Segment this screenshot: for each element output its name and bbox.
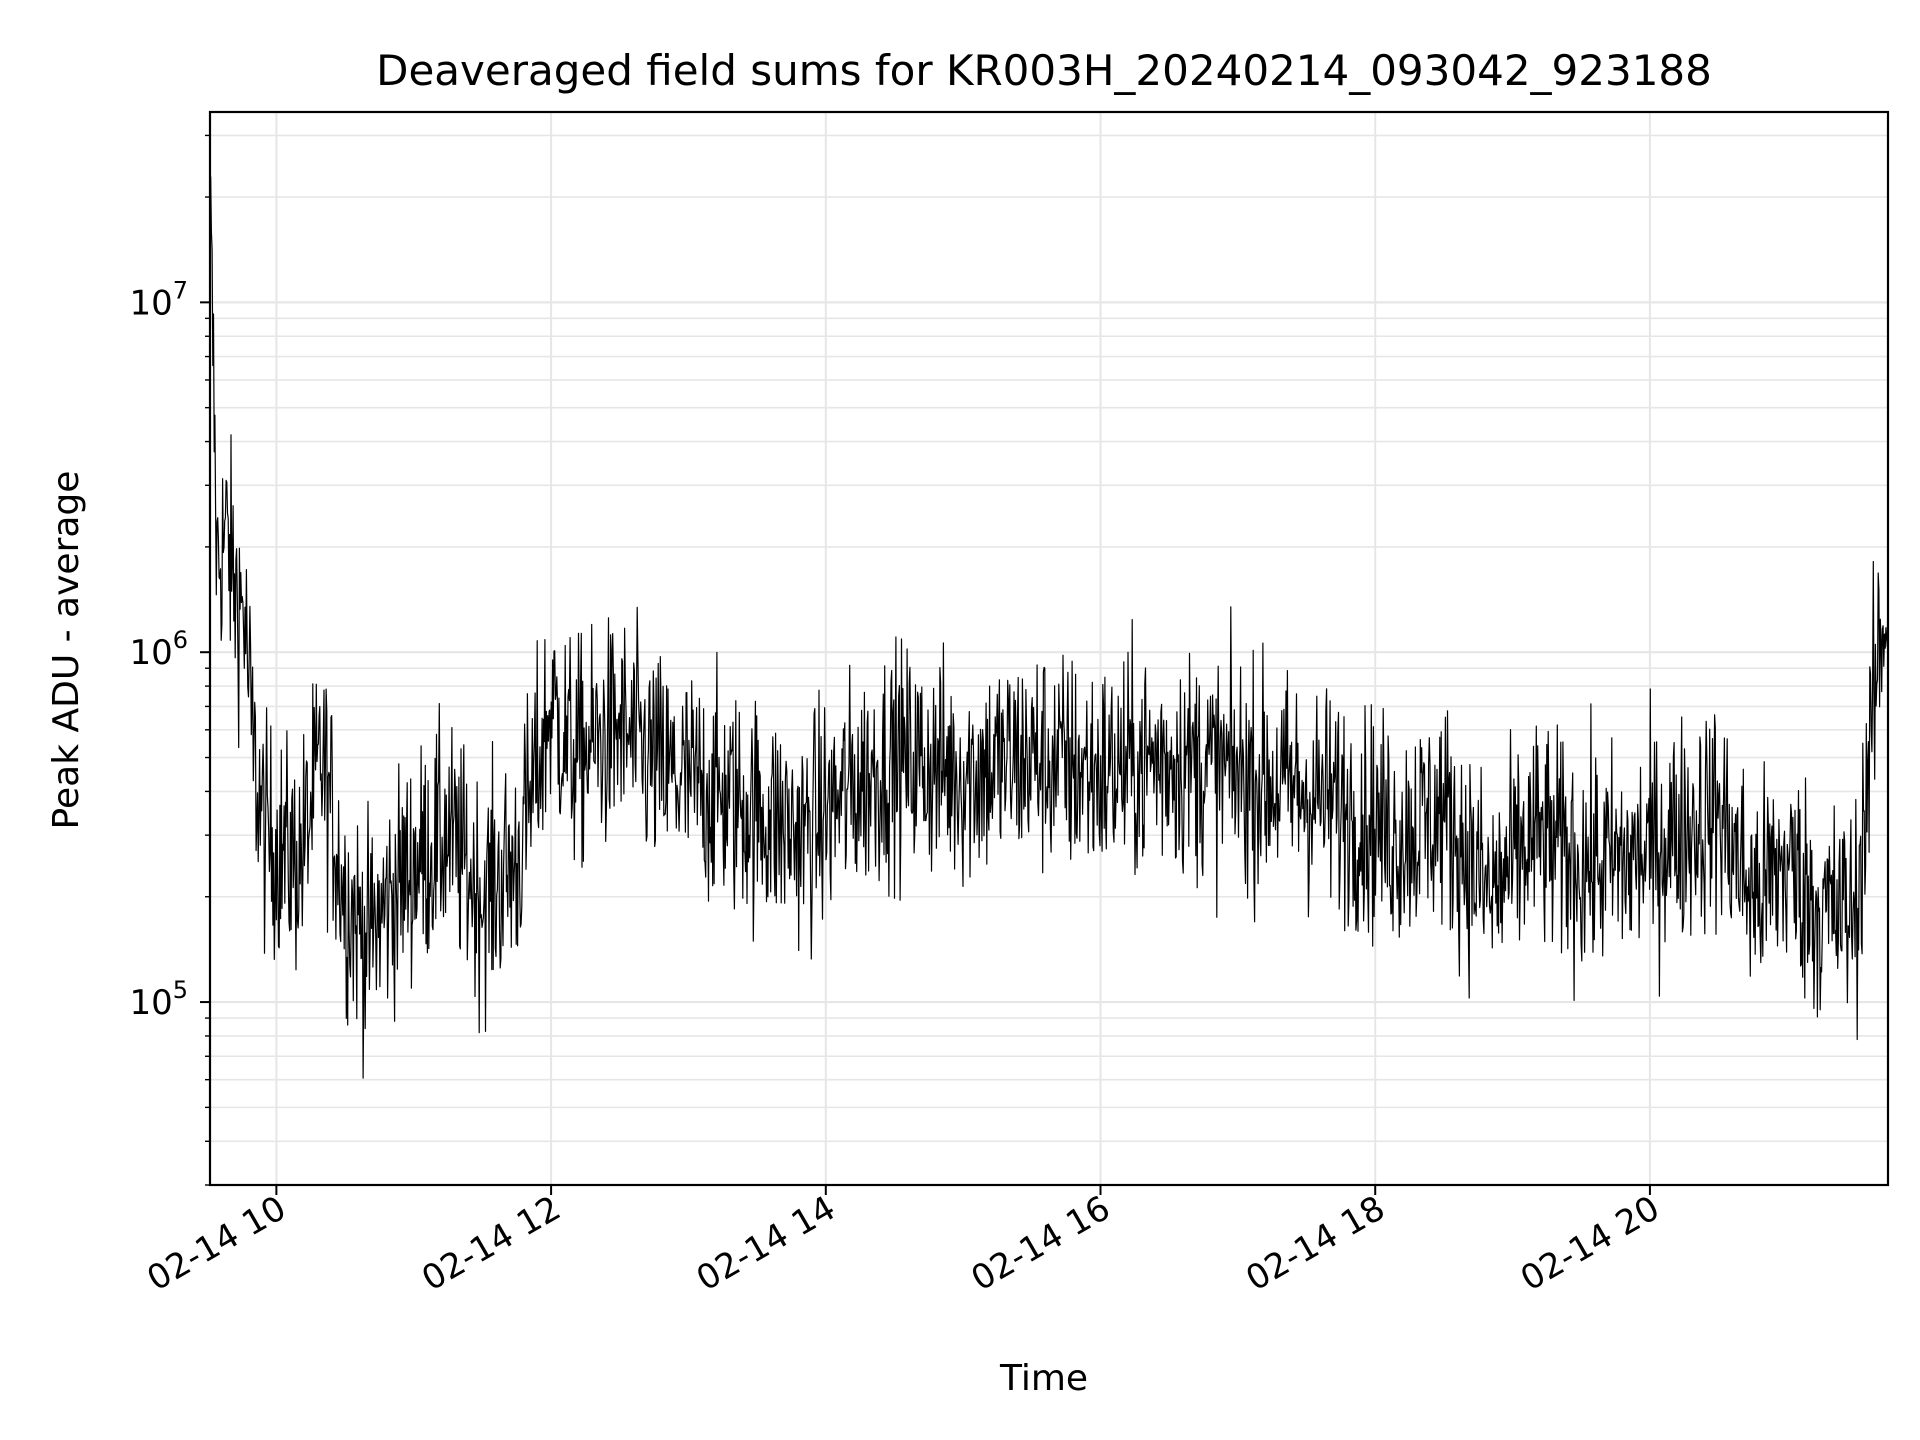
grid-layer [210,112,1888,1186]
plot-frame [208,110,1890,1187]
y-tick-label: 105 [129,976,188,1023]
chart-title: Deaveraged field sums for KR003H_2024021… [376,46,1712,95]
plot-area [209,176,1889,1079]
series-line [209,176,1889,1079]
y-axis-title: Peak ADU - average [46,471,87,830]
y-tick-label: 107 [129,276,188,323]
y-tick-label: 106 [129,626,188,673]
x-axis-title: Time [999,1358,1088,1399]
